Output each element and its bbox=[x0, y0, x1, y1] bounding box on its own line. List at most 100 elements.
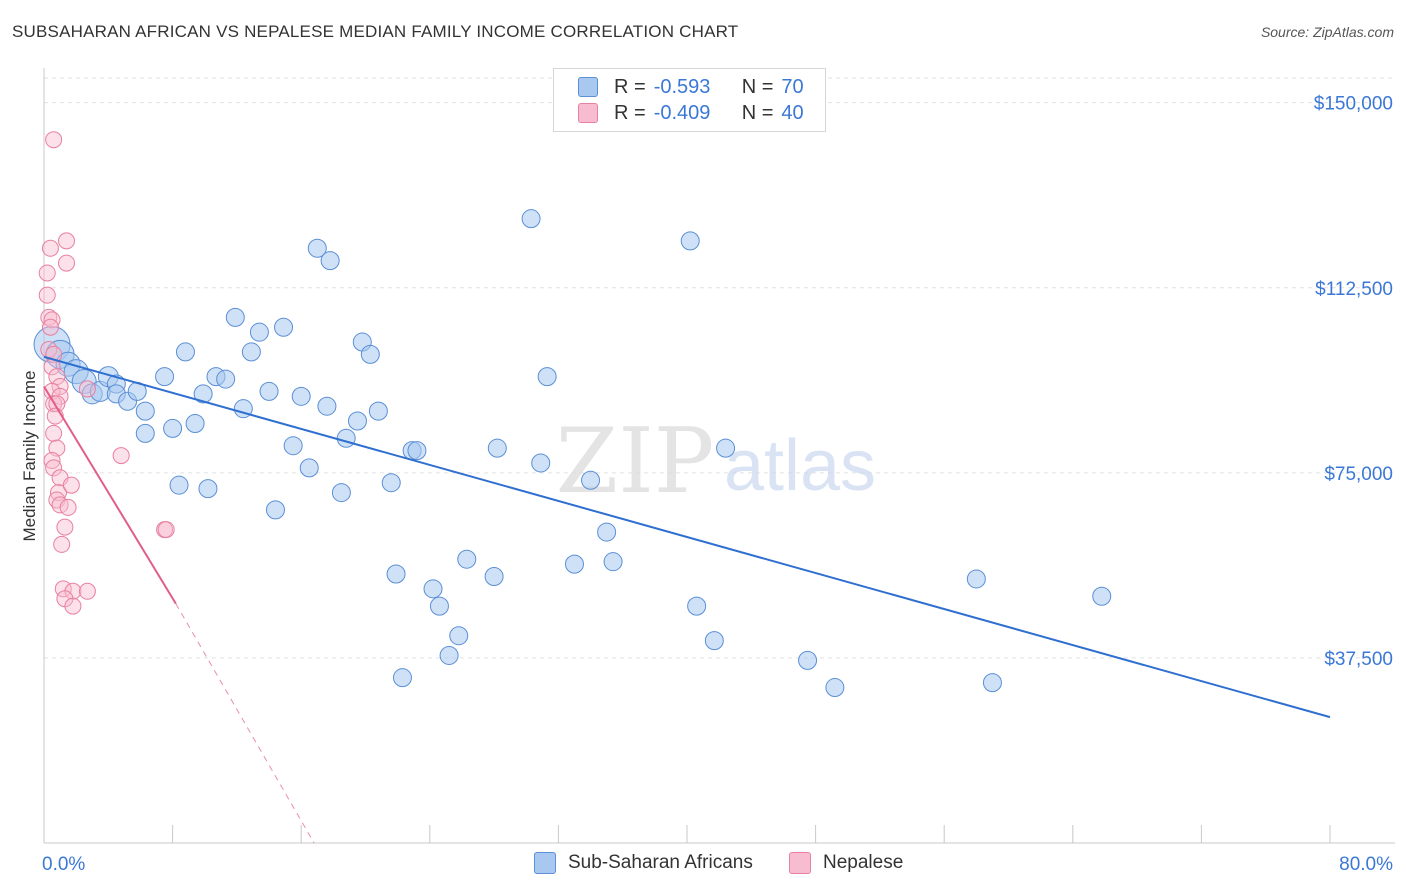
y-tick-label: $150,000 bbox=[1314, 94, 1393, 115]
data-point-sub-saharan bbox=[825, 678, 845, 698]
data-point-nepalese bbox=[78, 582, 96, 600]
legend-label-nepalese: Nepalese bbox=[823, 852, 904, 873]
data-point-sub-saharan bbox=[716, 438, 736, 458]
data-point-sub-saharan bbox=[966, 569, 986, 589]
regression-lines bbox=[43, 355, 1331, 844]
axes bbox=[43, 68, 1395, 844]
data-point-sub-saharan bbox=[360, 344, 380, 364]
legend-n-value-sub-saharan: 70 bbox=[781, 75, 804, 98]
x-tick-label-max: 80.0% bbox=[1339, 854, 1393, 875]
data-point-sub-saharan bbox=[135, 401, 155, 421]
data-point-sub-saharan bbox=[193, 384, 213, 404]
legend-swatch-sub-saharan bbox=[578, 77, 598, 97]
data-point-sub-saharan bbox=[687, 596, 707, 616]
data-point-nepalese bbox=[62, 476, 80, 494]
data-point-sub-saharan bbox=[484, 566, 504, 586]
data-point-nepalese bbox=[58, 232, 76, 250]
data-point-nepalese bbox=[45, 131, 63, 149]
trendline-sub-saharan bbox=[43, 355, 1331, 719]
legend-r-label: R = bbox=[614, 101, 646, 124]
watermark-atlas: atlas bbox=[724, 426, 876, 506]
y-tick-label: $75,000 bbox=[1324, 464, 1393, 485]
data-point-nepalese bbox=[45, 424, 63, 442]
data-point-nepalese bbox=[38, 264, 56, 282]
data-point-sub-saharan bbox=[531, 453, 551, 473]
legend-item-sub-saharan[interactable]: Sub-Saharan Africans bbox=[534, 852, 753, 874]
legend-item-nepalese[interactable]: Nepalese bbox=[789, 852, 903, 874]
legend-swatch-sub-saharan bbox=[534, 852, 556, 874]
data-point-sub-saharan bbox=[597, 522, 617, 542]
data-point-nepalese bbox=[59, 498, 77, 516]
data-point-sub-saharan bbox=[259, 381, 279, 401]
data-point-sub-saharan bbox=[521, 209, 541, 229]
data-point-sub-saharan bbox=[169, 475, 189, 495]
legend-swatch-nepalese bbox=[578, 103, 598, 123]
data-point-nepalese bbox=[112, 447, 130, 465]
trendline-nepalese-extension bbox=[175, 603, 315, 844]
data-point-sub-saharan bbox=[603, 552, 623, 572]
data-point-sub-saharan bbox=[347, 411, 367, 431]
data-point-sub-saharan bbox=[798, 650, 818, 670]
data-point-nepalese bbox=[41, 239, 59, 257]
data-point-sub-saharan bbox=[982, 673, 1002, 693]
series-legend: Sub-Saharan Africans Nepalese bbox=[0, 852, 1406, 876]
data-point-nepalese bbox=[157, 521, 175, 539]
data-point-sub-saharan bbox=[1092, 586, 1112, 606]
legend-r-value-nepalese: -0.409 bbox=[653, 101, 711, 124]
data-point-sub-saharan bbox=[135, 423, 155, 443]
data-point-sub-saharan bbox=[320, 251, 340, 271]
data-point-sub-saharan bbox=[336, 428, 356, 448]
data-point-sub-saharan bbox=[198, 479, 218, 499]
data-point-sub-saharan bbox=[241, 342, 261, 362]
data-point-sub-saharan bbox=[249, 322, 269, 342]
data-point-sub-saharan bbox=[487, 438, 507, 458]
gridlines bbox=[44, 77, 1395, 659]
data-point-sub-saharan bbox=[283, 436, 303, 456]
data-point-sub-saharan bbox=[265, 500, 285, 520]
legend-label-sub-saharan: Sub-Saharan Africans bbox=[568, 852, 753, 873]
data-point-nepalese bbox=[51, 377, 69, 395]
data-point-nepalese bbox=[78, 380, 96, 398]
data-point-sub-saharan bbox=[392, 668, 412, 688]
data-point-sub-saharan bbox=[407, 441, 427, 461]
legend-n-label: N = bbox=[741, 101, 774, 124]
tick-labels: $37,500 $75,000 $112,500 $150,000 0.0% 80.0% bbox=[42, 94, 1393, 875]
data-point-sub-saharan bbox=[381, 473, 401, 493]
y-tick-label: $112,500 bbox=[1315, 279, 1393, 300]
legend-r-label: R = bbox=[614, 75, 646, 98]
data-point-sub-saharan bbox=[537, 367, 557, 387]
data-point-sub-saharan bbox=[155, 367, 175, 387]
data-point-sub-saharan bbox=[331, 483, 351, 503]
data-point-sub-saharan bbox=[163, 418, 183, 438]
chart-title: SUBSAHARAN AFRICAN VS NEPALESE MEDIAN FA… bbox=[12, 22, 739, 41]
legend-swatch-nepalese bbox=[789, 852, 811, 874]
series-sub-saharan-points bbox=[33, 209, 1112, 698]
legend-r-value-sub-saharan: -0.593 bbox=[653, 75, 711, 98]
data-point-nepalese bbox=[58, 254, 76, 272]
data-point-sub-saharan bbox=[216, 369, 236, 389]
data-point-sub-saharan bbox=[423, 579, 443, 599]
data-point-sub-saharan bbox=[429, 596, 449, 616]
x-tick-label-min: 0.0% bbox=[42, 854, 85, 875]
data-point-sub-saharan bbox=[581, 470, 601, 490]
data-point-sub-saharan bbox=[564, 554, 584, 574]
trendline-nepalese bbox=[43, 385, 177, 605]
data-point-sub-saharan bbox=[307, 238, 327, 258]
data-point-sub-saharan bbox=[291, 386, 311, 406]
data-point-nepalese bbox=[53, 535, 71, 553]
data-point-nepalese bbox=[64, 597, 82, 615]
data-point-sub-saharan bbox=[439, 645, 459, 665]
legend-n-label: N = bbox=[741, 75, 774, 98]
watermark-zip: ZIP bbox=[556, 409, 715, 514]
data-point-sub-saharan bbox=[175, 342, 195, 362]
data-point-sub-saharan bbox=[680, 231, 700, 251]
data-point-sub-saharan bbox=[449, 626, 469, 646]
data-point-sub-saharan bbox=[274, 317, 294, 337]
data-point-sub-saharan bbox=[185, 413, 205, 433]
legend-row-sub-saharan: R = -0.593 N = 70 bbox=[578, 74, 822, 100]
data-point-sub-saharan bbox=[704, 631, 724, 651]
data-point-sub-saharan bbox=[317, 396, 337, 416]
data-point-sub-saharan bbox=[225, 307, 245, 327]
legend-row-nepalese: R = -0.409 N = 40 bbox=[578, 100, 822, 126]
